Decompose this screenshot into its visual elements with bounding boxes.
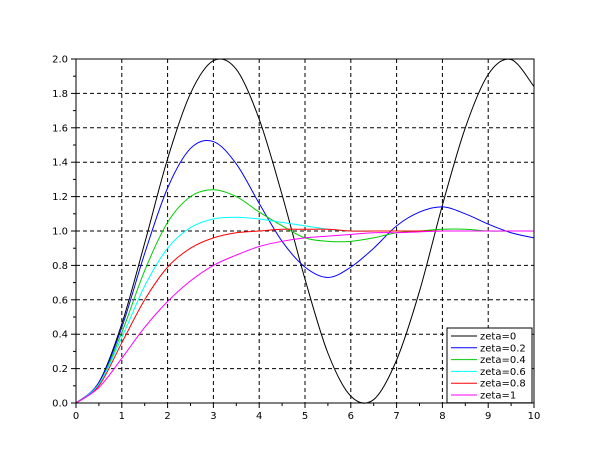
y-tick-label: 1.8 xyxy=(52,89,68,100)
x-tick-label: 10 xyxy=(528,411,541,422)
x-tick-label: 4 xyxy=(256,411,262,422)
x-tick-label: 6 xyxy=(348,411,354,422)
x-tick-label: 8 xyxy=(439,411,445,422)
x-tick-labels: 0 1 2 3 4 5 6 7 8 9 10 xyxy=(73,411,541,422)
y-tick-label: 0.2 xyxy=(52,364,68,375)
legend-label: zeta=0.2 xyxy=(480,343,526,354)
x-tick-label: 0 xyxy=(73,411,79,422)
legend-label: zeta=1 xyxy=(480,391,516,402)
series-line-5 xyxy=(75,230,534,404)
y-tick-label: 0.4 xyxy=(52,330,68,341)
y-tick-label: 0.0 xyxy=(52,399,68,410)
legend-label: zeta=0.6 xyxy=(480,367,526,378)
y-tick-label: 1.0 xyxy=(52,227,68,238)
x-tick-label: 5 xyxy=(302,411,308,422)
legend-label: zeta=0 xyxy=(480,332,516,343)
x-tick-label: 9 xyxy=(485,411,491,422)
x-tick-label: 3 xyxy=(210,411,216,422)
y-tick-label: 0.8 xyxy=(52,261,68,272)
series-line-0 xyxy=(75,58,535,404)
legend-label: zeta=0.4 xyxy=(480,355,526,366)
x-tick-label: 7 xyxy=(393,411,399,422)
legend-box xyxy=(446,327,533,404)
x-tick-label: 2 xyxy=(164,411,170,422)
y-tick-label: 1.2 xyxy=(52,192,68,203)
y-tick-labels: 0.0 0.2 0.4 0.6 0.8 1.0 1.2 1.4 1.6 1.8 2.0 xyxy=(52,55,68,410)
y-tick-label: 0.6 xyxy=(52,295,68,306)
series-line-1 xyxy=(75,139,535,404)
y-tick-label: 2.0 xyxy=(52,55,68,66)
legend: zeta=0zeta=0.2zeta=0.4zeta=0.6zeta=0.8ze… xyxy=(446,327,533,404)
x-tick-label: 1 xyxy=(119,411,125,422)
y-tick-label: 1.4 xyxy=(52,158,68,169)
legend-label: zeta=0.8 xyxy=(480,379,526,390)
tick-marks xyxy=(71,58,535,408)
y-tick-label: 1.6 xyxy=(52,123,68,134)
series-group xyxy=(75,58,535,404)
